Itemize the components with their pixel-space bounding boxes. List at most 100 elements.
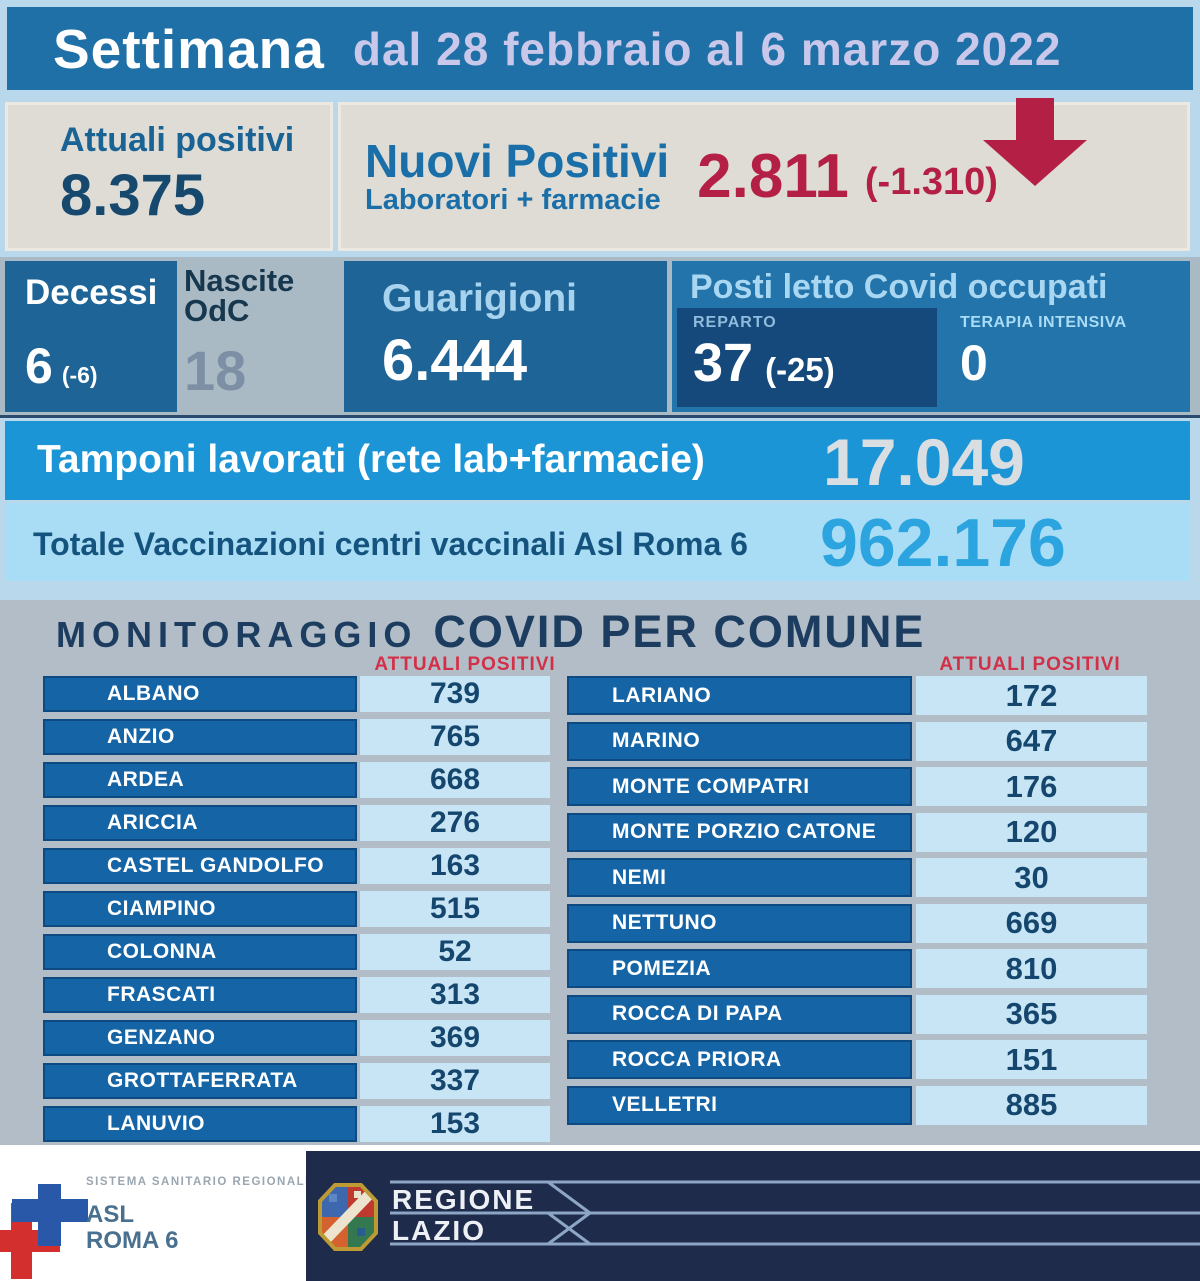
comune-value: 172 — [916, 676, 1147, 715]
attuali-positivi-label: Attuali positivi — [60, 121, 295, 159]
comune-value: 163 — [360, 848, 550, 884]
tamponi-label: Tamponi lavorati (rete lab+farmacie) — [37, 438, 705, 481]
comune-value: 153 — [360, 1106, 550, 1142]
comune-name: NEMI — [567, 858, 912, 897]
nuovi-positivi-title: Nuovi Positivi — [365, 134, 670, 187]
lazio-label: LAZIO — [392, 1215, 486, 1246]
terapia-intensiva-block: TERAPIA INTENSIVA 0 — [960, 314, 1127, 392]
comune-value: 176 — [916, 767, 1147, 806]
table-row: LANUVIO 153 — [43, 1106, 550, 1142]
nuovi-positivi-subtitle: Laboratori + farmacie — [365, 184, 661, 217]
nascite-odc-value: 18 — [184, 339, 247, 403]
comune-value: 313 — [360, 977, 550, 1013]
header-date-range: dal 28 febbraio al 6 marzo 2022 — [352, 22, 1062, 75]
guarigioni-label: Guarigioni — [382, 277, 577, 320]
comune-value: 369 — [360, 1020, 550, 1056]
heading-covid-per-comune: COVID PER COMUNE — [433, 606, 926, 657]
comune-value: 647 — [916, 721, 1147, 761]
comune-name: LANUVIO — [43, 1106, 357, 1142]
comune-name: ROCCA DI PAPA — [567, 994, 912, 1034]
comuni-table-right: LARIANO 172 MARINO 647 MONTE COMPATRI 17… — [567, 676, 1147, 1125]
comune-name: COLONNA — [43, 934, 357, 970]
comune-value: 765 — [360, 719, 550, 755]
heading-monitoraggio: MONITORAGGIO — [56, 614, 418, 655]
comune-name: VELLETRI — [567, 1085, 912, 1125]
comune-name: MONTE COMPATRI — [567, 767, 912, 806]
nuovi-positivi-value: 2.811 — [697, 142, 849, 211]
comune-value: 515 — [360, 891, 550, 927]
nuovi-positivi-card: Nuovi Positivi Laboratori + farmacie 2.8… — [338, 98, 1190, 251]
comune-name: MONTE PORZIO CATONE — [567, 812, 912, 852]
table-row: ARDEA 668 — [43, 762, 550, 798]
posti-letto-title: Posti letto Covid occupati — [690, 268, 1108, 306]
nuovi-positivi-delta: (-1.310) — [864, 161, 998, 203]
comune-name: ARDEA — [43, 762, 357, 798]
comune-value: 30 — [916, 858, 1147, 897]
tamponi-value: 17.049 — [823, 425, 1025, 499]
comune-name: LARIANO — [567, 676, 912, 715]
comune-name: GROTTAFERRATA — [43, 1063, 357, 1099]
comune-name: NETTUNO — [567, 903, 912, 943]
comune-value: 337 — [360, 1063, 550, 1099]
comune-value: 669 — [916, 903, 1147, 943]
comune-name: GENZANO — [43, 1020, 357, 1056]
terapia-intensiva-label: TERAPIA INTENSIVA — [960, 314, 1127, 331]
monitoraggio-heading: MONITORAGGIO COVID PER COMUNE — [56, 606, 925, 658]
attuali-positivi-card: Attuali positivi 8.375 — [5, 102, 333, 251]
table-row: GROTTAFERRATA 337 — [43, 1063, 550, 1099]
table-row: MONTE PORZIO CATONE 120 — [567, 812, 1147, 852]
comuni-section: MONITORAGGIO COVID PER COMUNE ATTUALI PO… — [0, 600, 1200, 1145]
table-row: CASTEL GANDOLFO 163 — [43, 848, 550, 884]
decessi-label: Decessi — [25, 273, 158, 312]
nascite-odc-label: Nascite OdC — [184, 263, 295, 329]
comune-name: ROCCA PRIORA — [567, 1040, 912, 1079]
table-row: FRASCATI 313 — [43, 977, 550, 1013]
terapia-intensiva-value: 0 — [960, 335, 988, 391]
table-row: ARICCIA 276 — [43, 805, 550, 841]
table-row: ANZIO 765 — [43, 719, 550, 755]
table-row: MONTE COMPATRI 176 — [567, 767, 1147, 806]
comune-name: ANZIO — [43, 719, 357, 755]
table-row: LARIANO 172 — [567, 676, 1147, 715]
vaccinazioni-value: 962.176 — [820, 505, 1066, 581]
reparto-value: 37 — [693, 333, 754, 393]
header-title: Settimana — [53, 17, 325, 80]
column-header-attuali-positivi-left: ATTUALI POSITIVI — [374, 654, 556, 675]
footer: SISTEMA SANITARIO REGIONALE ASL ROMA 6 — [0, 1145, 1200, 1281]
arrow-down-icon — [983, 98, 1087, 186]
comune-name: MARINO — [567, 721, 912, 761]
comune-value: 276 — [360, 805, 550, 841]
comune-name: FRASCATI — [43, 977, 357, 1013]
comune-value: 151 — [916, 1040, 1147, 1079]
regione-lazio-crest-icon — [318, 1183, 378, 1251]
comuni-table-left: ALBANO 739 ANZIO 765 ARDEA 668 ARICCIA 2… — [43, 676, 550, 1142]
comune-name: CASTEL GANDOLFO — [43, 848, 357, 884]
chevron-lines-decoration — [390, 1180, 1200, 1246]
header-banner: Settimana dal 28 febbraio al 6 marzo 202… — [7, 7, 1193, 90]
regione-lazio-panel: REGIONE LAZIO — [306, 1151, 1200, 1281]
tamponi-band: Tamponi lavorati (rete lab+farmacie) 17.… — [5, 421, 1190, 500]
comune-name: CIAMPINO — [43, 891, 357, 927]
table-row: ROCCA PRIORA 151 — [567, 1040, 1147, 1079]
comune-name: POMEZIA — [567, 949, 912, 988]
table-row: VELLETRI 885 — [567, 1085, 1147, 1125]
regione-label: REGIONE — [392, 1184, 536, 1215]
column-header-attuali-positivi-right: ATTUALI POSITIVI — [939, 654, 1121, 675]
nascite-odc-block: Nascite OdC 18 — [184, 263, 295, 403]
decessi-value: 6 — [25, 338, 53, 394]
table-row: MARINO 647 — [567, 721, 1147, 761]
table-row: GENZANO 369 — [43, 1020, 550, 1056]
attuali-positivi-value: 8.375 — [60, 163, 206, 228]
table-row: NETTUNO 669 — [567, 903, 1147, 943]
posti-letto-card: Posti letto Covid occupati REPARTO 37 (-… — [672, 261, 1190, 412]
table-row: ALBANO 739 — [43, 676, 550, 712]
comune-name: ARICCIA — [43, 805, 357, 841]
comune-value: 120 — [916, 812, 1147, 852]
comune-value: 365 — [916, 994, 1147, 1034]
comune-name: ALBANO — [43, 676, 357, 712]
guarigioni-card: Guarigioni 6.444 — [344, 261, 667, 412]
table-row: COLONNA 52 — [43, 934, 550, 970]
sistema-sanitario-label: SISTEMA SANITARIO REGIONALE — [86, 1176, 315, 1188]
comune-value: 810 — [916, 949, 1147, 988]
comune-value: 739 — [360, 676, 550, 712]
